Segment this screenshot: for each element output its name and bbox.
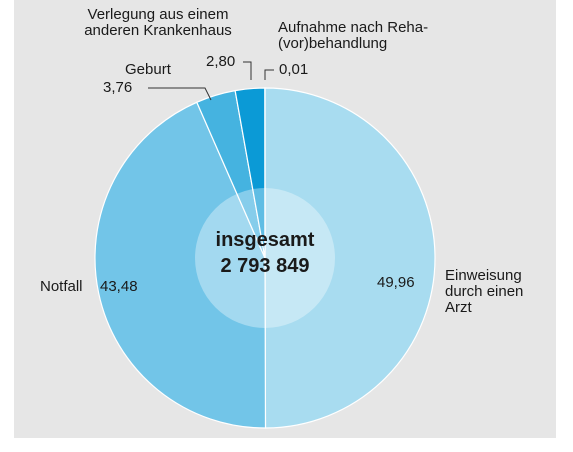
leader-line — [243, 61, 252, 80]
value-label: 43,48 — [100, 278, 138, 295]
value-label: 2,80 — [206, 53, 236, 70]
category-label: Einweisung durch einen Arzt — [445, 267, 524, 316]
value-label: 49,96 — [377, 274, 415, 291]
center-label: 2 793 849 — [221, 255, 310, 277]
center-disc — [195, 188, 335, 328]
value-label: 0,01 — [279, 61, 309, 78]
category-label: Verlegung aus einem anderen Krankenhaus — [84, 6, 232, 39]
slice — [94, 101, 267, 429]
value-label: 3,76 — [103, 79, 133, 96]
category-label: Notfall — [40, 278, 83, 295]
slice — [264, 87, 436, 429]
category-label: Aufnahme nach Reha-(vor)behandlung — [278, 19, 429, 52]
category-label: Geburt — [125, 61, 171, 78]
leader-line — [148, 87, 212, 101]
leader-line — [264, 69, 274, 80]
center-label: insgesamt — [216, 229, 315, 251]
